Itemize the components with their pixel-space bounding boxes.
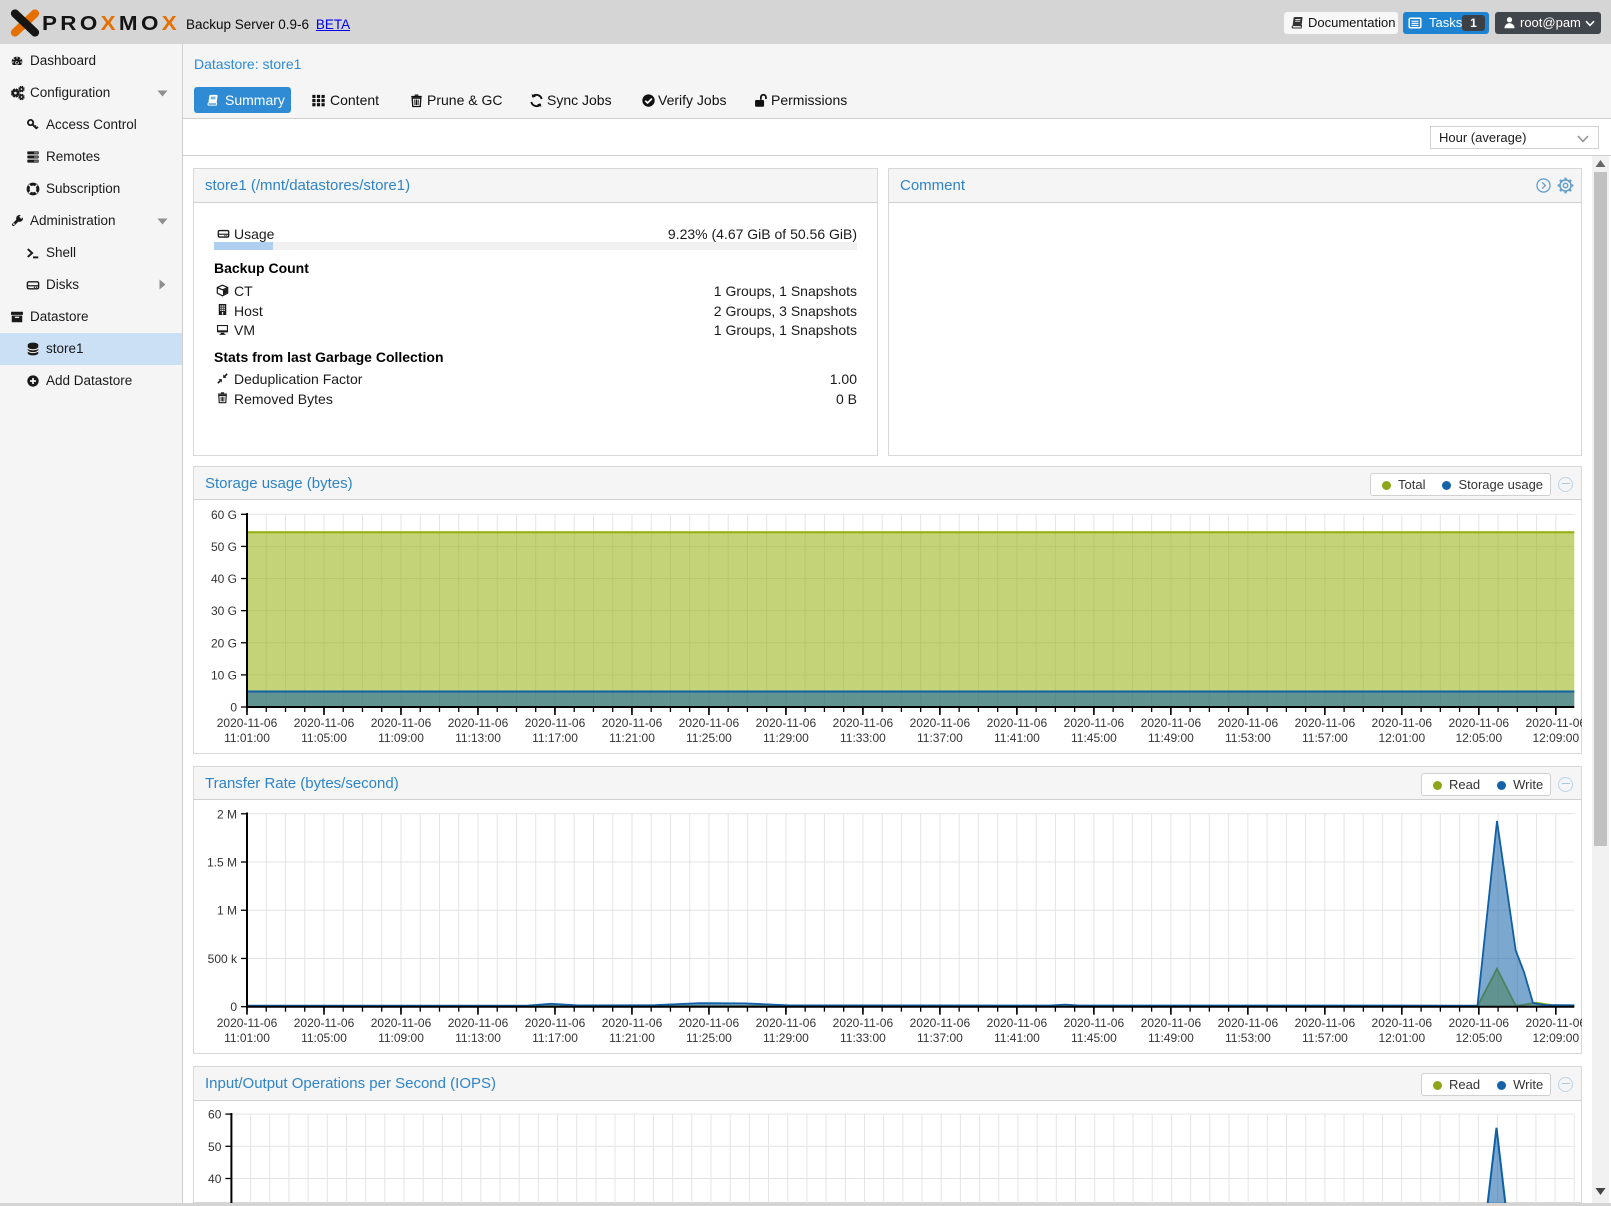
svg-text:2020-11-06: 2020-11-06 <box>756 1016 817 1030</box>
svg-text:11:49:00: 11:49:00 <box>1148 731 1194 745</box>
svg-text:2020-11-06: 2020-11-06 <box>1526 716 1582 730</box>
svg-text:11:05:00: 11:05:00 <box>301 731 347 745</box>
svg-text:2020-11-06: 2020-11-06 <box>371 716 432 730</box>
svg-text:60: 60 <box>208 1108 222 1122</box>
svg-text:2020-11-06: 2020-11-06 <box>294 1016 355 1030</box>
svg-text:30 G: 30 G <box>211 604 237 618</box>
svg-text:11:53:00: 11:53:00 <box>1225 731 1271 745</box>
svg-text:2 M: 2 M <box>217 807 237 821</box>
svg-text:60 G: 60 G <box>211 508 237 522</box>
svg-text:2020-11-06: 2020-11-06 <box>1218 716 1279 730</box>
svg-text:10 G: 10 G <box>211 668 237 682</box>
svg-text:2020-11-06: 2020-11-06 <box>294 716 355 730</box>
svg-text:2020-11-06: 2020-11-06 <box>1218 1016 1279 1030</box>
svg-text:2020-11-06: 2020-11-06 <box>1141 716 1202 730</box>
svg-text:11:41:00: 11:41:00 <box>994 1031 1040 1045</box>
svg-text:2020-11-06: 2020-11-06 <box>602 1016 663 1030</box>
svg-text:11:45:00: 11:45:00 <box>1071 1031 1117 1045</box>
svg-text:11:37:00: 11:37:00 <box>917 731 963 745</box>
svg-text:11:09:00: 11:09:00 <box>378 1031 424 1045</box>
svg-text:2020-11-06: 2020-11-06 <box>1372 1016 1433 1030</box>
svg-text:11:17:00: 11:17:00 <box>532 1031 578 1045</box>
svg-text:11:25:00: 11:25:00 <box>686 1031 732 1045</box>
svg-text:11:13:00: 11:13:00 <box>455 731 501 745</box>
svg-text:2020-11-06: 2020-11-06 <box>448 1016 509 1030</box>
svg-text:2020-11-06: 2020-11-06 <box>679 716 740 730</box>
svg-text:2020-11-06: 2020-11-06 <box>1064 1016 1125 1030</box>
svg-text:2020-11-06: 2020-11-06 <box>1526 1016 1582 1030</box>
svg-text:11:13:00: 11:13:00 <box>455 1031 501 1045</box>
svg-text:2020-11-06: 2020-11-06 <box>217 716 278 730</box>
svg-text:11:57:00: 11:57:00 <box>1302 731 1348 745</box>
svg-text:2020-11-06: 2020-11-06 <box>1449 716 1510 730</box>
svg-text:11:17:00: 11:17:00 <box>532 731 578 745</box>
svg-text:2020-11-06: 2020-11-06 <box>1295 1016 1356 1030</box>
svg-text:12:05:00: 12:05:00 <box>1455 731 1502 745</box>
svg-text:11:33:00: 11:33:00 <box>840 1031 886 1045</box>
svg-text:2020-11-06: 2020-11-06 <box>987 716 1048 730</box>
svg-text:50 G: 50 G <box>211 540 237 554</box>
svg-text:2020-11-06: 2020-11-06 <box>756 716 817 730</box>
svg-text:11:37:00: 11:37:00 <box>917 1031 963 1045</box>
svg-text:1 M: 1 M <box>217 904 237 918</box>
svg-text:2020-11-06: 2020-11-06 <box>910 716 971 730</box>
svg-text:2020-11-06: 2020-11-06 <box>1372 716 1433 730</box>
svg-text:11:21:00: 11:21:00 <box>609 731 655 745</box>
svg-text:2020-11-06: 2020-11-06 <box>525 1016 586 1030</box>
svg-text:2020-11-06: 2020-11-06 <box>602 716 663 730</box>
svg-text:0: 0 <box>230 701 237 715</box>
svg-text:2020-11-06: 2020-11-06 <box>448 716 509 730</box>
svg-text:40: 40 <box>208 1172 222 1186</box>
svg-text:1.5 M: 1.5 M <box>207 856 237 870</box>
svg-text:11:45:00: 11:45:00 <box>1071 731 1117 745</box>
svg-text:11:57:00: 11:57:00 <box>1302 1031 1348 1045</box>
svg-text:2020-11-06: 2020-11-06 <box>679 1016 740 1030</box>
svg-text:11:33:00: 11:33:00 <box>840 731 886 745</box>
svg-text:11:25:00: 11:25:00 <box>686 731 732 745</box>
svg-text:50: 50 <box>208 1140 222 1154</box>
svg-text:12:09:00: 12:09:00 <box>1532 731 1579 745</box>
svg-text:500 k: 500 k <box>208 952 238 966</box>
svg-text:2020-11-06: 2020-11-06 <box>833 716 894 730</box>
svg-text:11:01:00: 11:01:00 <box>224 731 270 745</box>
svg-text:2020-11-06: 2020-11-06 <box>1141 1016 1202 1030</box>
svg-text:12:01:00: 12:01:00 <box>1378 1031 1425 1045</box>
svg-text:2020-11-06: 2020-11-06 <box>1295 716 1356 730</box>
svg-text:11:09:00: 11:09:00 <box>378 731 424 745</box>
svg-text:2020-11-06: 2020-11-06 <box>1064 716 1125 730</box>
svg-text:12:01:00: 12:01:00 <box>1378 731 1425 745</box>
svg-text:11:21:00: 11:21:00 <box>609 1031 655 1045</box>
svg-text:11:41:00: 11:41:00 <box>994 731 1040 745</box>
svg-text:40 G: 40 G <box>211 572 237 586</box>
svg-text:11:49:00: 11:49:00 <box>1148 1031 1194 1045</box>
svg-text:12:09:00: 12:09:00 <box>1532 1031 1579 1045</box>
svg-text:2020-11-06: 2020-11-06 <box>217 1016 278 1030</box>
svg-text:2020-11-06: 2020-11-06 <box>910 1016 971 1030</box>
svg-text:11:53:00: 11:53:00 <box>1225 1031 1271 1045</box>
svg-text:2020-11-06: 2020-11-06 <box>525 716 586 730</box>
svg-text:11:29:00: 11:29:00 <box>763 731 809 745</box>
svg-text:11:29:00: 11:29:00 <box>763 1031 809 1045</box>
svg-text:20 G: 20 G <box>211 636 237 650</box>
svg-text:11:05:00: 11:05:00 <box>301 1031 347 1045</box>
svg-text:11:01:00: 11:01:00 <box>224 1031 270 1045</box>
svg-text:2020-11-06: 2020-11-06 <box>371 1016 432 1030</box>
svg-text:0: 0 <box>230 1000 237 1014</box>
svg-text:12:05:00: 12:05:00 <box>1455 1031 1502 1045</box>
svg-text:2020-11-06: 2020-11-06 <box>987 1016 1048 1030</box>
svg-text:2020-11-06: 2020-11-06 <box>1449 1016 1510 1030</box>
svg-text:2020-11-06: 2020-11-06 <box>833 1016 894 1030</box>
